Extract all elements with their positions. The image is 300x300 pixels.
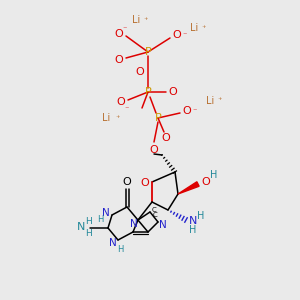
Text: ⁺: ⁺	[144, 16, 148, 25]
Text: O: O	[202, 177, 210, 187]
Text: N: N	[189, 216, 197, 226]
Text: H: H	[85, 217, 92, 226]
Text: O: O	[183, 106, 191, 116]
Text: N: N	[159, 220, 167, 230]
Text: Li: Li	[206, 96, 214, 106]
Text: O: O	[141, 178, 149, 188]
Text: O: O	[150, 145, 158, 155]
Text: O: O	[169, 87, 177, 97]
Text: N: N	[130, 219, 138, 229]
Text: Li: Li	[190, 23, 198, 33]
Text: ⁻: ⁻	[125, 104, 129, 113]
Text: H: H	[85, 230, 92, 238]
Text: ⁻: ⁻	[183, 31, 187, 40]
Text: Li: Li	[102, 113, 110, 123]
Text: H: H	[117, 245, 123, 254]
Text: N: N	[77, 222, 85, 232]
Text: C: C	[152, 207, 156, 213]
Text: Li: Li	[132, 15, 140, 25]
Text: H: H	[197, 211, 205, 221]
Text: P: P	[154, 113, 161, 123]
Text: O: O	[123, 177, 131, 187]
Text: N: N	[109, 238, 117, 248]
Text: O: O	[115, 55, 123, 65]
Text: N: N	[102, 208, 110, 218]
Text: H: H	[97, 214, 103, 224]
Text: P: P	[145, 87, 152, 97]
Text: P: P	[145, 47, 152, 57]
Text: ⁺: ⁺	[218, 97, 222, 106]
Text: O: O	[172, 30, 182, 40]
Text: ⁺: ⁺	[116, 113, 120, 122]
Text: O: O	[117, 97, 125, 107]
Text: ⁻: ⁻	[193, 106, 197, 116]
Text: ⁻: ⁻	[123, 25, 127, 34]
Text: H: H	[210, 170, 218, 180]
Text: C: C	[153, 212, 158, 218]
Text: ⁺: ⁺	[202, 23, 206, 32]
Text: O: O	[115, 29, 123, 39]
Text: O: O	[136, 67, 144, 77]
Polygon shape	[178, 182, 199, 194]
Text: H: H	[189, 225, 197, 235]
Text: O: O	[162, 133, 170, 143]
